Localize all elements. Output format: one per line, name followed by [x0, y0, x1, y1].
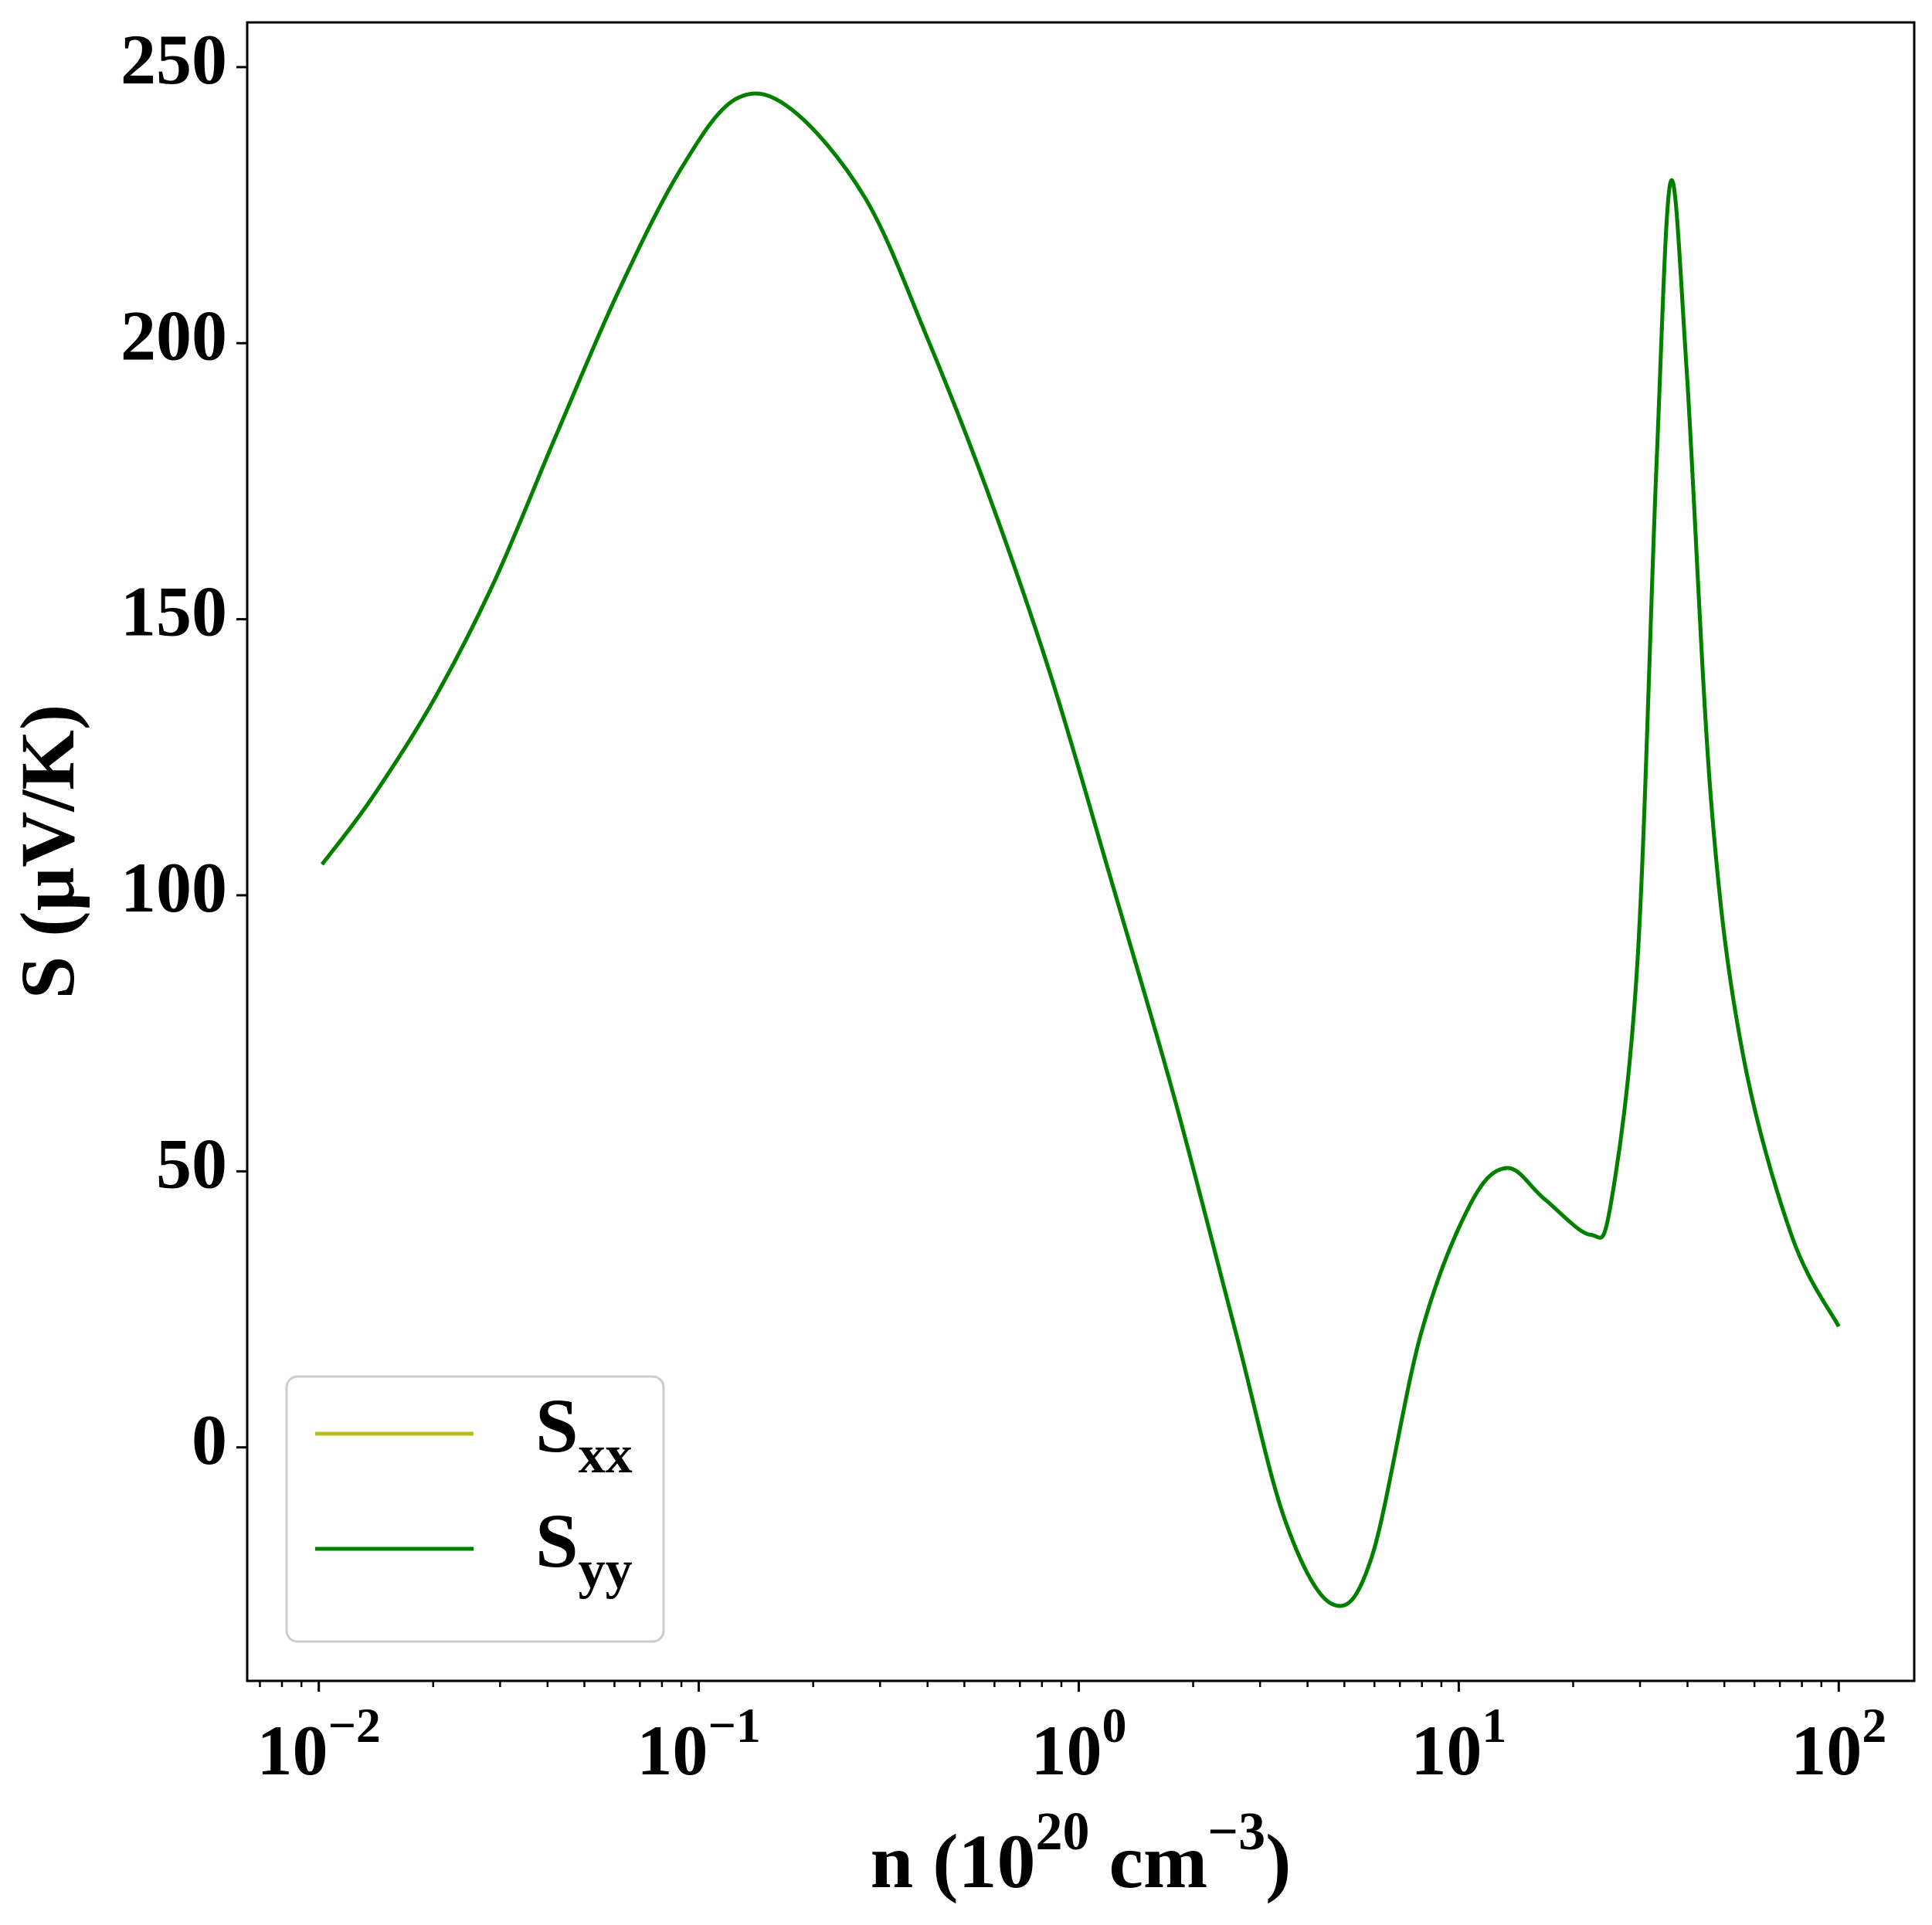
x-axis-label-part: ) — [1265, 1818, 1291, 1904]
legend-box — [285, 1375, 665, 1643]
x-axis-label-part: cm — [1090, 1818, 1208, 1904]
x-tick-label: 10−2 — [256, 1698, 380, 1790]
x-tick-base: 10 — [1031, 1711, 1102, 1790]
y-axis-label: S (μV/K) — [5, 704, 90, 1000]
x-tick-exponent: 2 — [1862, 1698, 1886, 1753]
y-tick-label: 50 — [156, 1124, 227, 1203]
legend-label-name: S — [535, 1383, 579, 1468]
x-axis-label: n (1020 cm−3) — [871, 1802, 1292, 1904]
x-tick-label: 102 — [1791, 1698, 1886, 1790]
legend-label-subscript: xx — [579, 1425, 633, 1485]
legend-label-subscript: yy — [579, 1540, 633, 1600]
x-tick-base: 10 — [256, 1711, 328, 1790]
x-tick-exponent: 0 — [1102, 1698, 1126, 1753]
line — [320, 91, 1841, 1608]
x-axis-label-part: −3 — [1207, 1802, 1265, 1862]
x-tick-label: 10−1 — [637, 1698, 760, 1790]
y-tick-label: 100 — [121, 848, 227, 927]
x-axis-label-part: 20 — [1036, 1802, 1090, 1862]
x-tick-exponent: −1 — [708, 1698, 760, 1753]
x-tick-label: 100 — [1031, 1698, 1126, 1790]
y-tick-label: 200 — [121, 296, 227, 375]
x-tick-base: 10 — [1411, 1711, 1482, 1790]
y-tick-label: 250 — [121, 20, 227, 99]
x-tick-base: 10 — [637, 1711, 708, 1790]
plot-frame — [246, 21, 1916, 1682]
legend-label: Syy — [535, 1498, 633, 1600]
legend-label: Sxx — [535, 1383, 633, 1485]
x-tick-exponent: 1 — [1482, 1698, 1506, 1753]
y-tick-label: 150 — [121, 572, 227, 651]
x-axis-label-part: n (10 — [871, 1818, 1036, 1904]
y-tick-label: 0 — [192, 1400, 227, 1479]
legend-label-name: S — [535, 1498, 579, 1584]
x-tick-exponent: −2 — [328, 1698, 380, 1753]
x-tick-base: 10 — [1791, 1711, 1862, 1790]
x-tick-label: 101 — [1411, 1698, 1506, 1790]
